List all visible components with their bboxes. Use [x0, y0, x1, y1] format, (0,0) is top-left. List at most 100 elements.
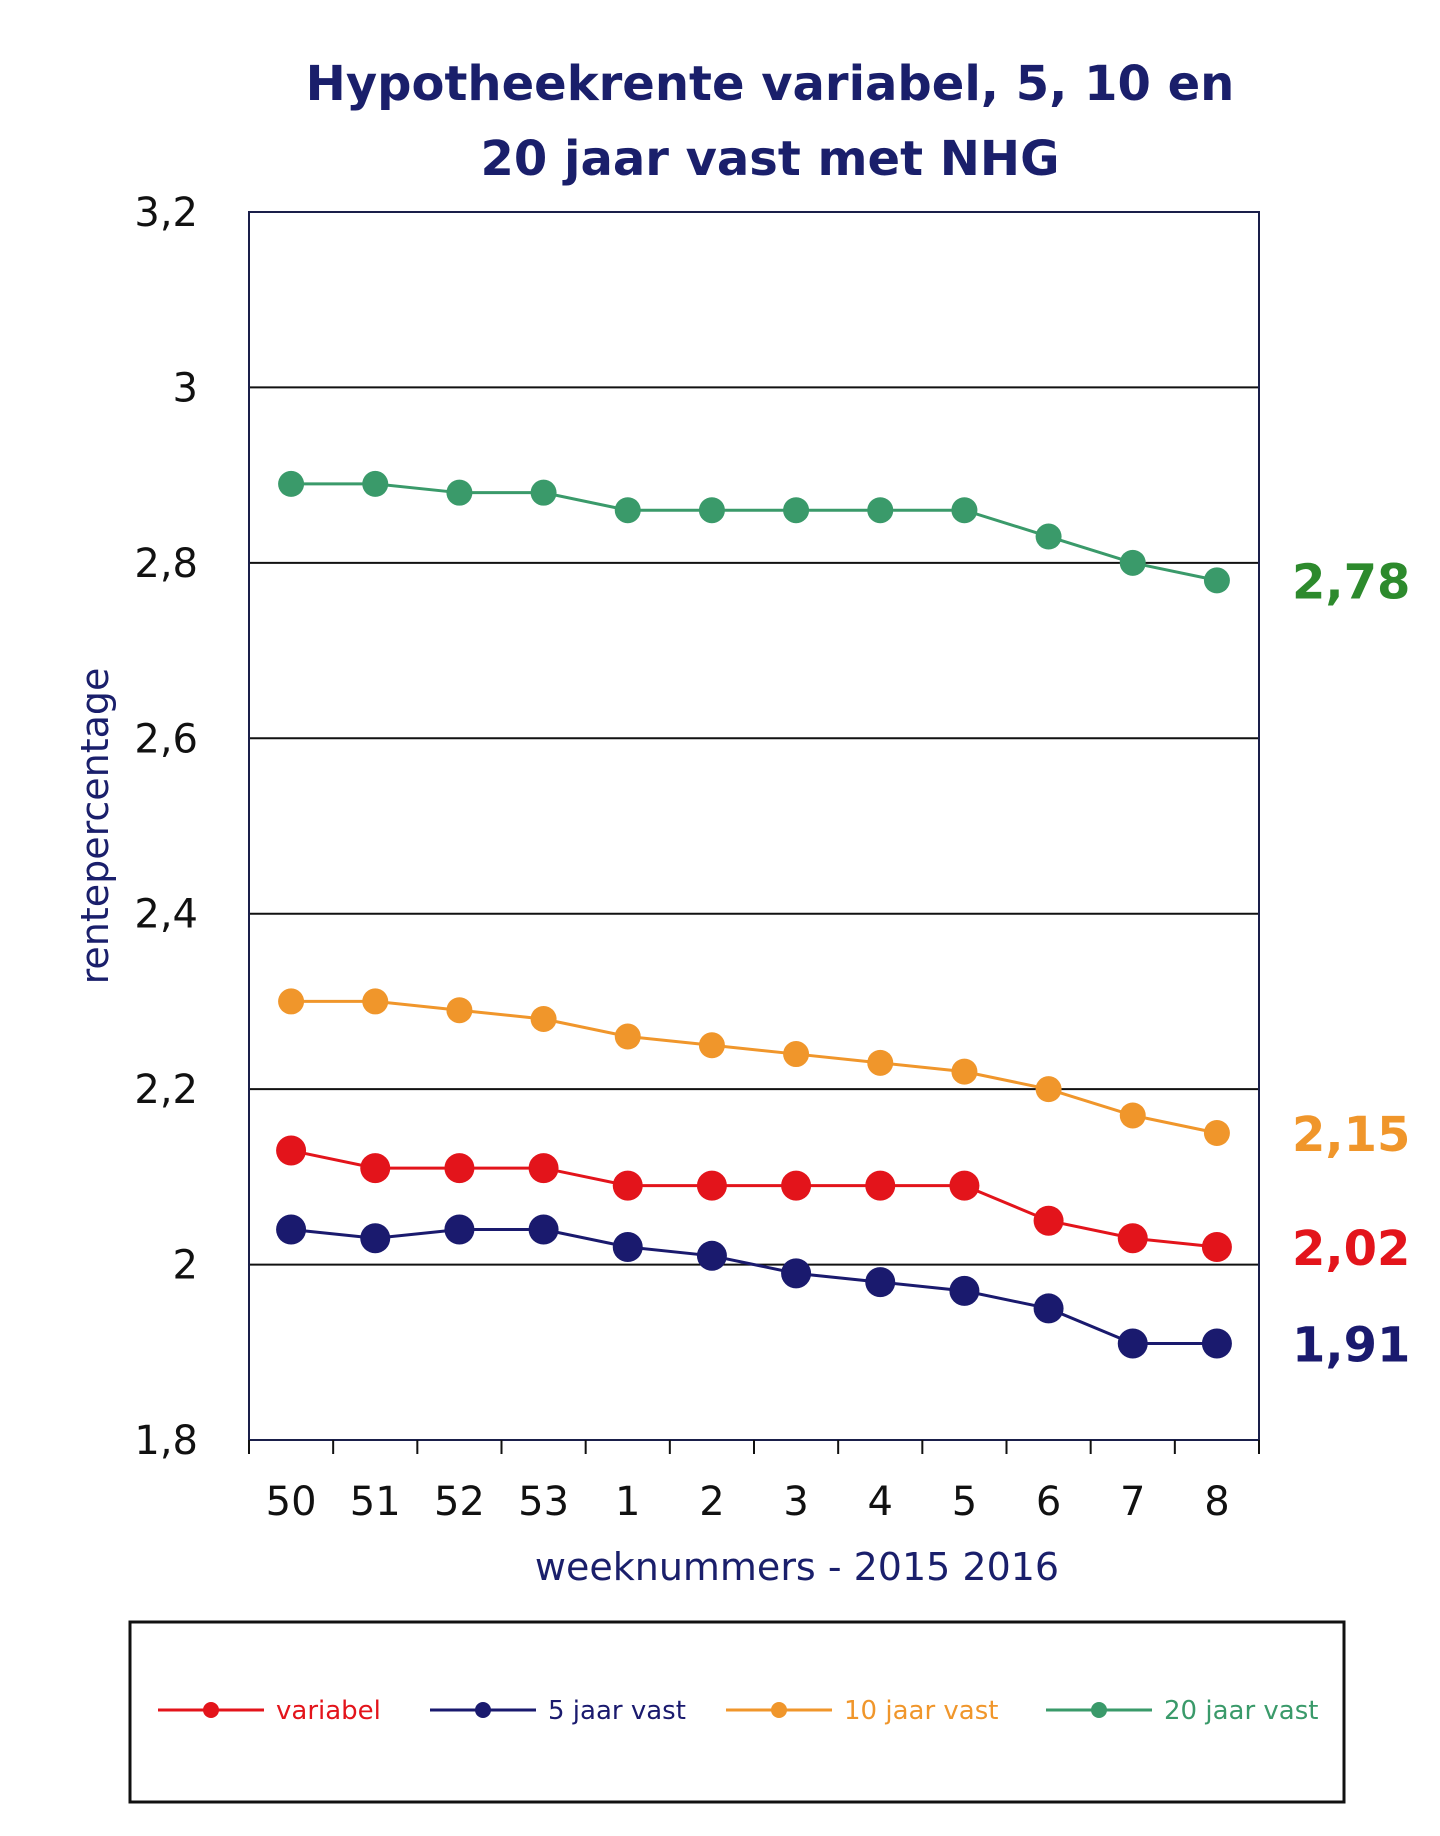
- data-point: [528, 1214, 559, 1245]
- series-lines: [276, 470, 1232, 1359]
- x-tick-label: 50: [266, 1479, 317, 1525]
- y-axis-title: rentepercentage: [73, 668, 117, 985]
- legend-label: variabel: [276, 1696, 381, 1726]
- legend-marker: [475, 1702, 491, 1718]
- data-point: [444, 1153, 475, 1184]
- y-axis-tick-labels: 1,8 2 2,2 2,4 2,6 2,8 3 3,2: [134, 190, 198, 1464]
- data-point: [1035, 523, 1062, 550]
- y-tick-label: 3,2: [134, 190, 198, 236]
- data-point: [951, 497, 978, 524]
- data-point: [360, 1223, 391, 1254]
- data-point: [276, 1214, 307, 1245]
- data-point: [865, 1170, 896, 1201]
- data-point: [783, 497, 810, 524]
- legend-item: 10 jaar vast: [726, 1696, 998, 1726]
- x-tick-label: 1: [615, 1479, 640, 1525]
- chart-title-line-1: Hypotheekrente variabel, 5, 10 en: [306, 56, 1235, 112]
- data-point: [781, 1170, 812, 1201]
- data-point: [1033, 1293, 1064, 1324]
- data-point: [951, 1058, 978, 1085]
- legend-label: 10 jaar vast: [844, 1696, 998, 1726]
- y-tick-label: 2,4: [134, 892, 198, 938]
- series-variabel: [276, 1135, 1232, 1263]
- data-point: [1035, 1076, 1062, 1103]
- data-point: [278, 470, 305, 497]
- x-tick-label: 3: [783, 1479, 808, 1525]
- data-point: [612, 1232, 643, 1263]
- data-point: [446, 997, 473, 1024]
- data-point: [1201, 1328, 1232, 1359]
- legend-item: variabel: [158, 1696, 381, 1726]
- data-point: [1119, 1102, 1146, 1129]
- data-point: [698, 497, 725, 524]
- data-point: [698, 1032, 725, 1059]
- data-point: [949, 1170, 980, 1201]
- legend-label: 20 jaar vast: [1164, 1696, 1318, 1726]
- plot-area-border: [248, 211, 1260, 1441]
- data-point: [867, 497, 894, 524]
- data-point: [696, 1170, 727, 1201]
- data-point: [444, 1214, 475, 1245]
- x-axis-title: weeknummers - 2015 2016: [535, 1545, 1059, 1589]
- data-point: [1203, 1120, 1230, 1146]
- y-tick-label: 2: [173, 1243, 198, 1289]
- data-point: [1117, 1328, 1148, 1359]
- x-tick-label: 51: [350, 1479, 401, 1525]
- legend-item: 5 jaar vast: [430, 1696, 686, 1726]
- x-tick-label: 4: [868, 1479, 893, 1525]
- data-point: [362, 988, 389, 1015]
- legend-item: 20 jaar vast: [1046, 1696, 1318, 1726]
- data-point: [781, 1258, 812, 1289]
- data-point: [278, 988, 305, 1015]
- x-tick-label: 5: [952, 1479, 977, 1525]
- legend-marker: [1091, 1702, 1107, 1718]
- data-point: [783, 1041, 810, 1068]
- end-value-label: 2,02: [1292, 1221, 1410, 1277]
- data-point: [1033, 1205, 1064, 1236]
- data-point: [612, 1170, 643, 1201]
- y-tick-label: 1,8: [134, 1418, 198, 1464]
- legend: variabel 5 jaar vast 10 jaar vast 20 jaar v…: [158, 1696, 1318, 1726]
- data-point: [530, 1005, 557, 1032]
- x-axis-ticks: 50 51 52 53 1 2 3 4 5 6 7 8: [248, 1440, 1260, 1525]
- x-tick-label: 8: [1204, 1479, 1229, 1525]
- data-point: [614, 497, 641, 524]
- series-line: [291, 482, 1218, 582]
- data-point: [1117, 1223, 1148, 1254]
- data-point: [1119, 549, 1146, 576]
- data-point: [614, 1023, 641, 1050]
- data-point: [362, 470, 389, 497]
- data-point: [1201, 1232, 1232, 1263]
- x-tick-label: 7: [1120, 1479, 1145, 1525]
- x-tick-label: 52: [434, 1479, 485, 1525]
- legend-label: 5 jaar vast: [548, 1696, 686, 1726]
- end-value-label: 2,15: [1292, 1107, 1410, 1163]
- y-tick-label: 2,6: [134, 716, 198, 762]
- grid-lines: [249, 386, 1259, 1266]
- data-point: [696, 1240, 727, 1271]
- end-value-label: 2,78: [1292, 554, 1410, 610]
- data-point: [865, 1267, 896, 1298]
- x-tick-label: 53: [518, 1479, 569, 1525]
- x-tick-label: 6: [1036, 1479, 1061, 1525]
- data-point: [867, 1049, 894, 1076]
- x-tick-label: 2: [699, 1479, 724, 1525]
- data-point: [1203, 567, 1230, 594]
- chart-title-line-2: 20 jaar vast met NHG: [481, 131, 1060, 187]
- legend-box: [128, 1620, 1346, 1804]
- series-line: [290, 1227, 1217, 1346]
- series-line: [291, 999, 1218, 1135]
- end-value-labels: 2,02 1,91 2,15 2,78: [1292, 554, 1410, 1373]
- data-point: [276, 1135, 307, 1166]
- data-point: [949, 1275, 980, 1306]
- data-point: [530, 479, 557, 506]
- y-tick-label: 2,2: [134, 1067, 198, 1113]
- series-5-jaar-vast: [276, 1214, 1232, 1359]
- y-tick-label: 2,8: [134, 541, 198, 587]
- end-value-label: 1,91: [1292, 1318, 1410, 1374]
- data-point: [360, 1153, 391, 1184]
- legend-marker: [203, 1702, 219, 1718]
- series-20-jaar-vast: [278, 470, 1230, 594]
- legend-marker: [771, 1702, 787, 1718]
